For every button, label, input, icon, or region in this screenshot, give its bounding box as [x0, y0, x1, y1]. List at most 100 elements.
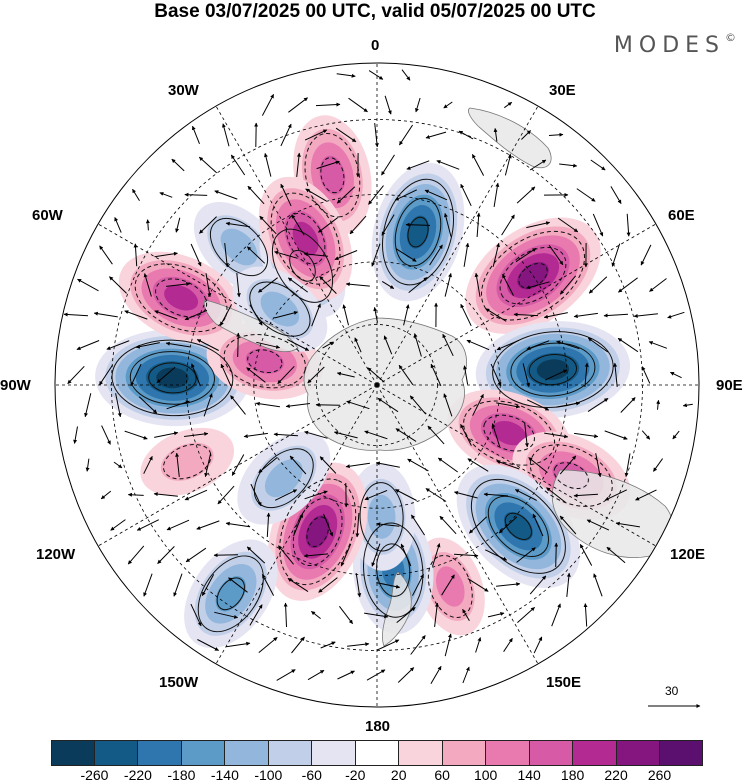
wind-arrow	[548, 132, 564, 137]
wind-arrow	[127, 492, 144, 497]
wind-arrow	[403, 304, 410, 326]
colorbar	[51, 740, 703, 766]
wind-arrow	[287, 339, 310, 351]
wind-arrow	[554, 542, 559, 568]
wind-arrow	[175, 217, 181, 233]
wind-arrow	[345, 462, 370, 469]
map-title: Base 03/07/2025 00 UTC, valid 05/07/2025…	[154, 1, 596, 22]
wind-arrow	[557, 217, 579, 233]
wind-arrow	[383, 335, 393, 355]
wind-arrow	[408, 277, 428, 293]
wind-arrow	[184, 309, 208, 321]
wind-arrow	[376, 582, 401, 589]
wind-arrow	[376, 522, 400, 527]
wind-arrow	[384, 95, 392, 115]
wind-arrow	[672, 430, 680, 440]
wind-arrow	[249, 304, 263, 326]
wind-arrow	[513, 312, 539, 317]
anomaly-field	[95, 115, 631, 649]
contour-line	[510, 342, 596, 397]
wind-arrow	[256, 341, 281, 349]
wind-arrow	[175, 452, 180, 477]
contour-line	[407, 216, 429, 248]
anomaly-band	[492, 420, 527, 446]
wind-arrow	[225, 221, 250, 228]
wind-arrow	[526, 281, 550, 290]
reference-vector-label: 30	[665, 684, 679, 698]
wind-arrow	[460, 303, 472, 327]
contour-line	[487, 495, 549, 557]
wind-arrow	[371, 243, 381, 267]
wind-arrow	[154, 431, 179, 438]
lon-label-150w: 150W	[159, 674, 199, 691]
wind-arrow	[287, 577, 309, 593]
colorbar-swatch	[529, 740, 574, 766]
wind-arrow	[595, 453, 602, 478]
wind-arrow	[228, 577, 248, 593]
wind-arrow	[335, 127, 357, 143]
colorbar-swatch	[660, 740, 703, 766]
wind-arrow	[462, 608, 470, 621]
wind-arrow	[205, 273, 212, 298]
wind-arrow	[319, 456, 337, 474]
wind-arrow	[291, 636, 305, 654]
wind-arrow	[400, 543, 412, 567]
wind-arrow	[304, 490, 328, 500]
wind-arrow	[453, 553, 479, 558]
wind-arrow	[230, 395, 246, 415]
colorbar-tick-label: 60	[434, 767, 450, 783]
contour-line	[111, 339, 234, 417]
wind-arrow	[261, 574, 275, 596]
africa-tip	[468, 107, 552, 169]
wind-arrow	[198, 156, 218, 174]
wind-arrow	[354, 337, 362, 353]
wind-arrow	[620, 397, 636, 413]
wind-arrow	[454, 490, 478, 499]
wind-arrow	[114, 217, 122, 233]
anomaly-band	[160, 442, 214, 481]
wind-arrow	[515, 247, 537, 263]
wind-arrow	[224, 243, 229, 268]
wind-arrow	[584, 362, 589, 387]
contour-line	[499, 246, 567, 305]
wind-arrow	[615, 521, 640, 528]
wind-arrow	[611, 243, 621, 267]
wind-arrow	[491, 423, 501, 447]
wind-arrow	[462, 666, 470, 684]
land-mask	[203, 107, 674, 647]
wind-arrow	[586, 519, 610, 531]
map-boundary	[54, 62, 700, 708]
wind-arrow	[413, 333, 422, 357]
contour-line	[270, 192, 341, 285]
colorbar-swatch	[573, 740, 617, 766]
wind-arrow	[468, 516, 488, 534]
wind-arrow	[63, 312, 89, 317]
wind-arrow	[556, 401, 581, 408]
wind-arrow	[109, 276, 127, 294]
wind-arrow	[443, 393, 453, 417]
wind-arrow	[190, 243, 202, 267]
wind-arrow	[618, 277, 638, 293]
colorbar-labels: -260 -220 -180 -140 -100 -60 -20 20 60 100 140 180 2…	[0, 767, 750, 783]
contour-line	[427, 554, 473, 619]
wind-arrow	[526, 399, 550, 411]
wind-arrow	[258, 277, 278, 293]
wind-arrow	[259, 215, 277, 235]
wind-arrow	[652, 458, 664, 472]
wind-arrow	[278, 545, 294, 565]
contour-line	[394, 197, 442, 267]
wind-arrow	[250, 483, 262, 507]
wind-arrow	[287, 277, 308, 293]
wind-arrow	[166, 519, 190, 531]
wind-arrow	[184, 431, 209, 437]
wind-arrow	[514, 489, 537, 501]
lon-label-150e: 150E	[546, 674, 582, 691]
wind-arrow	[138, 396, 158, 414]
anomaly-band	[305, 515, 330, 549]
anomaly-band	[164, 285, 199, 311]
colorbar-tick-label: -180	[167, 767, 196, 783]
wind-arrow	[348, 97, 368, 113]
wind-arrow	[203, 393, 213, 417]
antarctica	[303, 317, 467, 451]
anomaly-band	[220, 228, 258, 266]
